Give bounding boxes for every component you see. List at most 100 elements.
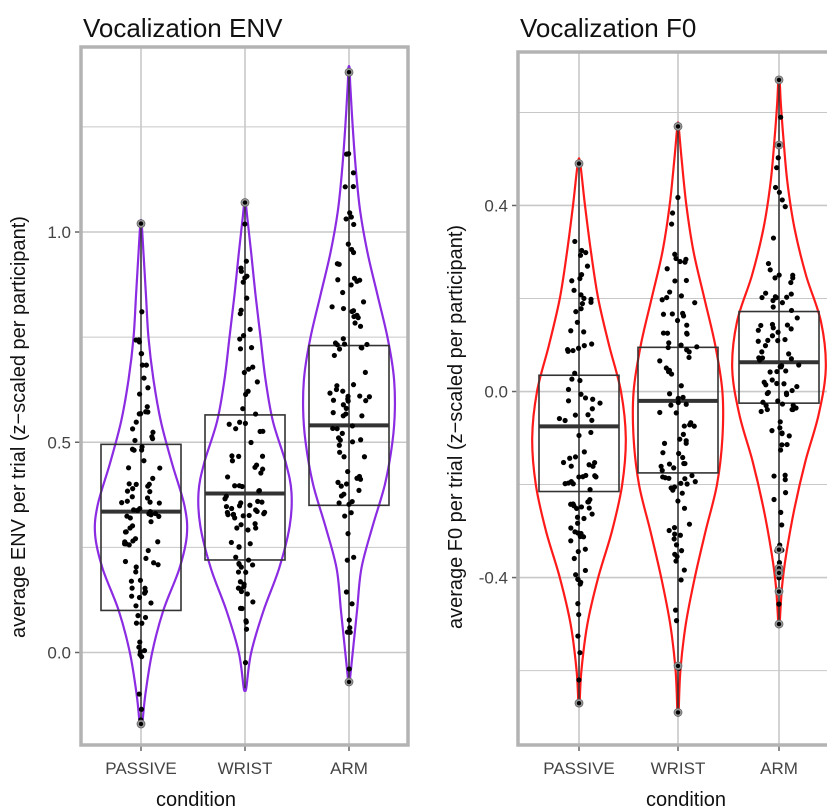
env-data-point	[252, 521, 258, 527]
f0-data-point	[586, 462, 592, 468]
f0-data-point	[576, 432, 582, 439]
env-data-point	[243, 391, 249, 397]
f0-data-point	[588, 296, 594, 302]
f0-data-point	[684, 322, 690, 328]
f0-data-point	[683, 401, 689, 407]
env-data-point	[235, 569, 242, 575]
f0-data-point	[664, 330, 671, 336]
env-data-point	[346, 501, 352, 507]
env-data-point	[124, 498, 130, 504]
f0-data-point	[672, 251, 678, 257]
f0-data-point	[575, 520, 581, 526]
f0-data-point	[678, 383, 684, 389]
f0-data-point	[771, 473, 777, 479]
f0-data-point	[763, 402, 769, 409]
f0-data-point	[761, 379, 767, 385]
f0-data-point	[765, 337, 771, 343]
env-data-point	[359, 345, 365, 351]
env-data-point	[244, 591, 250, 597]
f0-data-point	[759, 294, 765, 301]
env-data-point	[147, 489, 153, 495]
env-y-tick-label: 0.5	[47, 433, 71, 452]
f0-data-point	[573, 505, 580, 512]
env-data-point	[135, 613, 141, 619]
env-data-point	[243, 569, 249, 575]
env-box	[100, 443, 182, 612]
env-data-point	[340, 289, 346, 296]
f0-data-point	[784, 441, 790, 448]
f0-data-point	[583, 249, 589, 256]
f0-data-point	[771, 496, 777, 503]
f0-data-point	[673, 410, 679, 416]
f0-data-point	[778, 509, 784, 515]
env-outlier-core	[138, 221, 144, 226]
f0-data-point	[597, 400, 603, 406]
env-data-point	[130, 538, 136, 544]
f0-data-point	[582, 546, 588, 552]
f0-outlier-core	[776, 589, 782, 594]
env-data-point	[136, 644, 142, 650]
env-data-point	[340, 305, 347, 312]
f0-outlier-core	[776, 142, 782, 148]
f0-x-axis-label: condition	[646, 789, 726, 811]
f0-data-point	[786, 433, 792, 439]
env-data-point	[141, 458, 147, 464]
f0-data-point	[775, 338, 781, 344]
env-data-point	[238, 500, 244, 506]
f0-data-point	[573, 572, 579, 578]
env-data-point	[337, 449, 343, 455]
env-data-point	[133, 564, 139, 570]
f0-data-point	[774, 380, 780, 387]
env-data-point	[137, 639, 143, 645]
f0-title: Vocalization F0	[520, 13, 696, 43]
f0-data-point	[789, 387, 795, 394]
f0-data-point	[585, 412, 591, 418]
env-data-point	[129, 494, 135, 500]
env-data-point	[335, 277, 341, 283]
env-data-point	[121, 541, 128, 547]
env-data-point	[223, 503, 230, 510]
f0-data-point	[681, 505, 688, 511]
env-data-point	[354, 475, 360, 481]
env-data-point	[245, 557, 252, 563]
f0-data-point	[762, 343, 769, 349]
env-data-point	[338, 493, 345, 499]
env-data-point	[240, 513, 246, 519]
f0-data-point	[678, 548, 685, 554]
f0-data-point	[692, 479, 698, 485]
f0-box	[637, 346, 719, 474]
f0-data-point	[776, 601, 782, 607]
env-data-point	[247, 326, 253, 332]
f0-data-point	[664, 266, 670, 272]
f0-data-point	[672, 531, 678, 537]
f0-data-point	[562, 481, 568, 487]
f0-data-point	[769, 428, 775, 434]
env-data-point	[336, 346, 343, 352]
env-data-point	[352, 320, 358, 326]
env-data-point	[155, 539, 161, 545]
f0-data-point	[681, 423, 687, 429]
env-data-point	[349, 601, 355, 607]
f0-panel: Vocalization F0 condition average F0 per…	[445, 13, 827, 811]
f0-data-point	[775, 155, 781, 161]
f0-data-point	[659, 467, 665, 474]
env-data-point	[346, 151, 352, 157]
env-data-point	[122, 558, 129, 565]
f0-data-point	[578, 504, 585, 510]
f0-data-point	[770, 304, 776, 310]
f0-data-point	[676, 450, 682, 457]
env-data-point	[357, 393, 363, 399]
env-data-point	[137, 577, 144, 583]
env-outlier-core	[138, 721, 144, 727]
f0-outlier-core	[675, 124, 681, 129]
f0-y-tick-label: 0.0	[484, 383, 508, 402]
env-data-point	[146, 481, 152, 487]
f0-data-point	[575, 576, 581, 583]
f0-data-point	[589, 417, 595, 423]
f0-data-point	[782, 336, 788, 343]
env-outlier-core	[242, 200, 248, 205]
f0-data-point	[666, 475, 672, 481]
env-data-point	[255, 498, 261, 504]
env-data-point	[238, 522, 244, 528]
f0-data-point	[571, 555, 577, 562]
